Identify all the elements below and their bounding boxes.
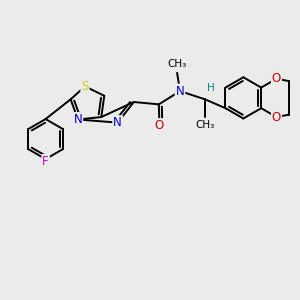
Text: N: N: [74, 113, 82, 126]
Text: O: O: [155, 119, 164, 132]
Text: H: H: [206, 83, 214, 93]
Text: CH₃: CH₃: [167, 59, 187, 69]
Text: S: S: [81, 80, 89, 93]
Text: N: N: [176, 85, 184, 98]
Text: CH₃: CH₃: [195, 120, 215, 130]
Text: O: O: [272, 72, 281, 85]
Text: O: O: [272, 110, 281, 124]
Text: F: F: [42, 155, 49, 168]
Text: N: N: [113, 116, 122, 129]
